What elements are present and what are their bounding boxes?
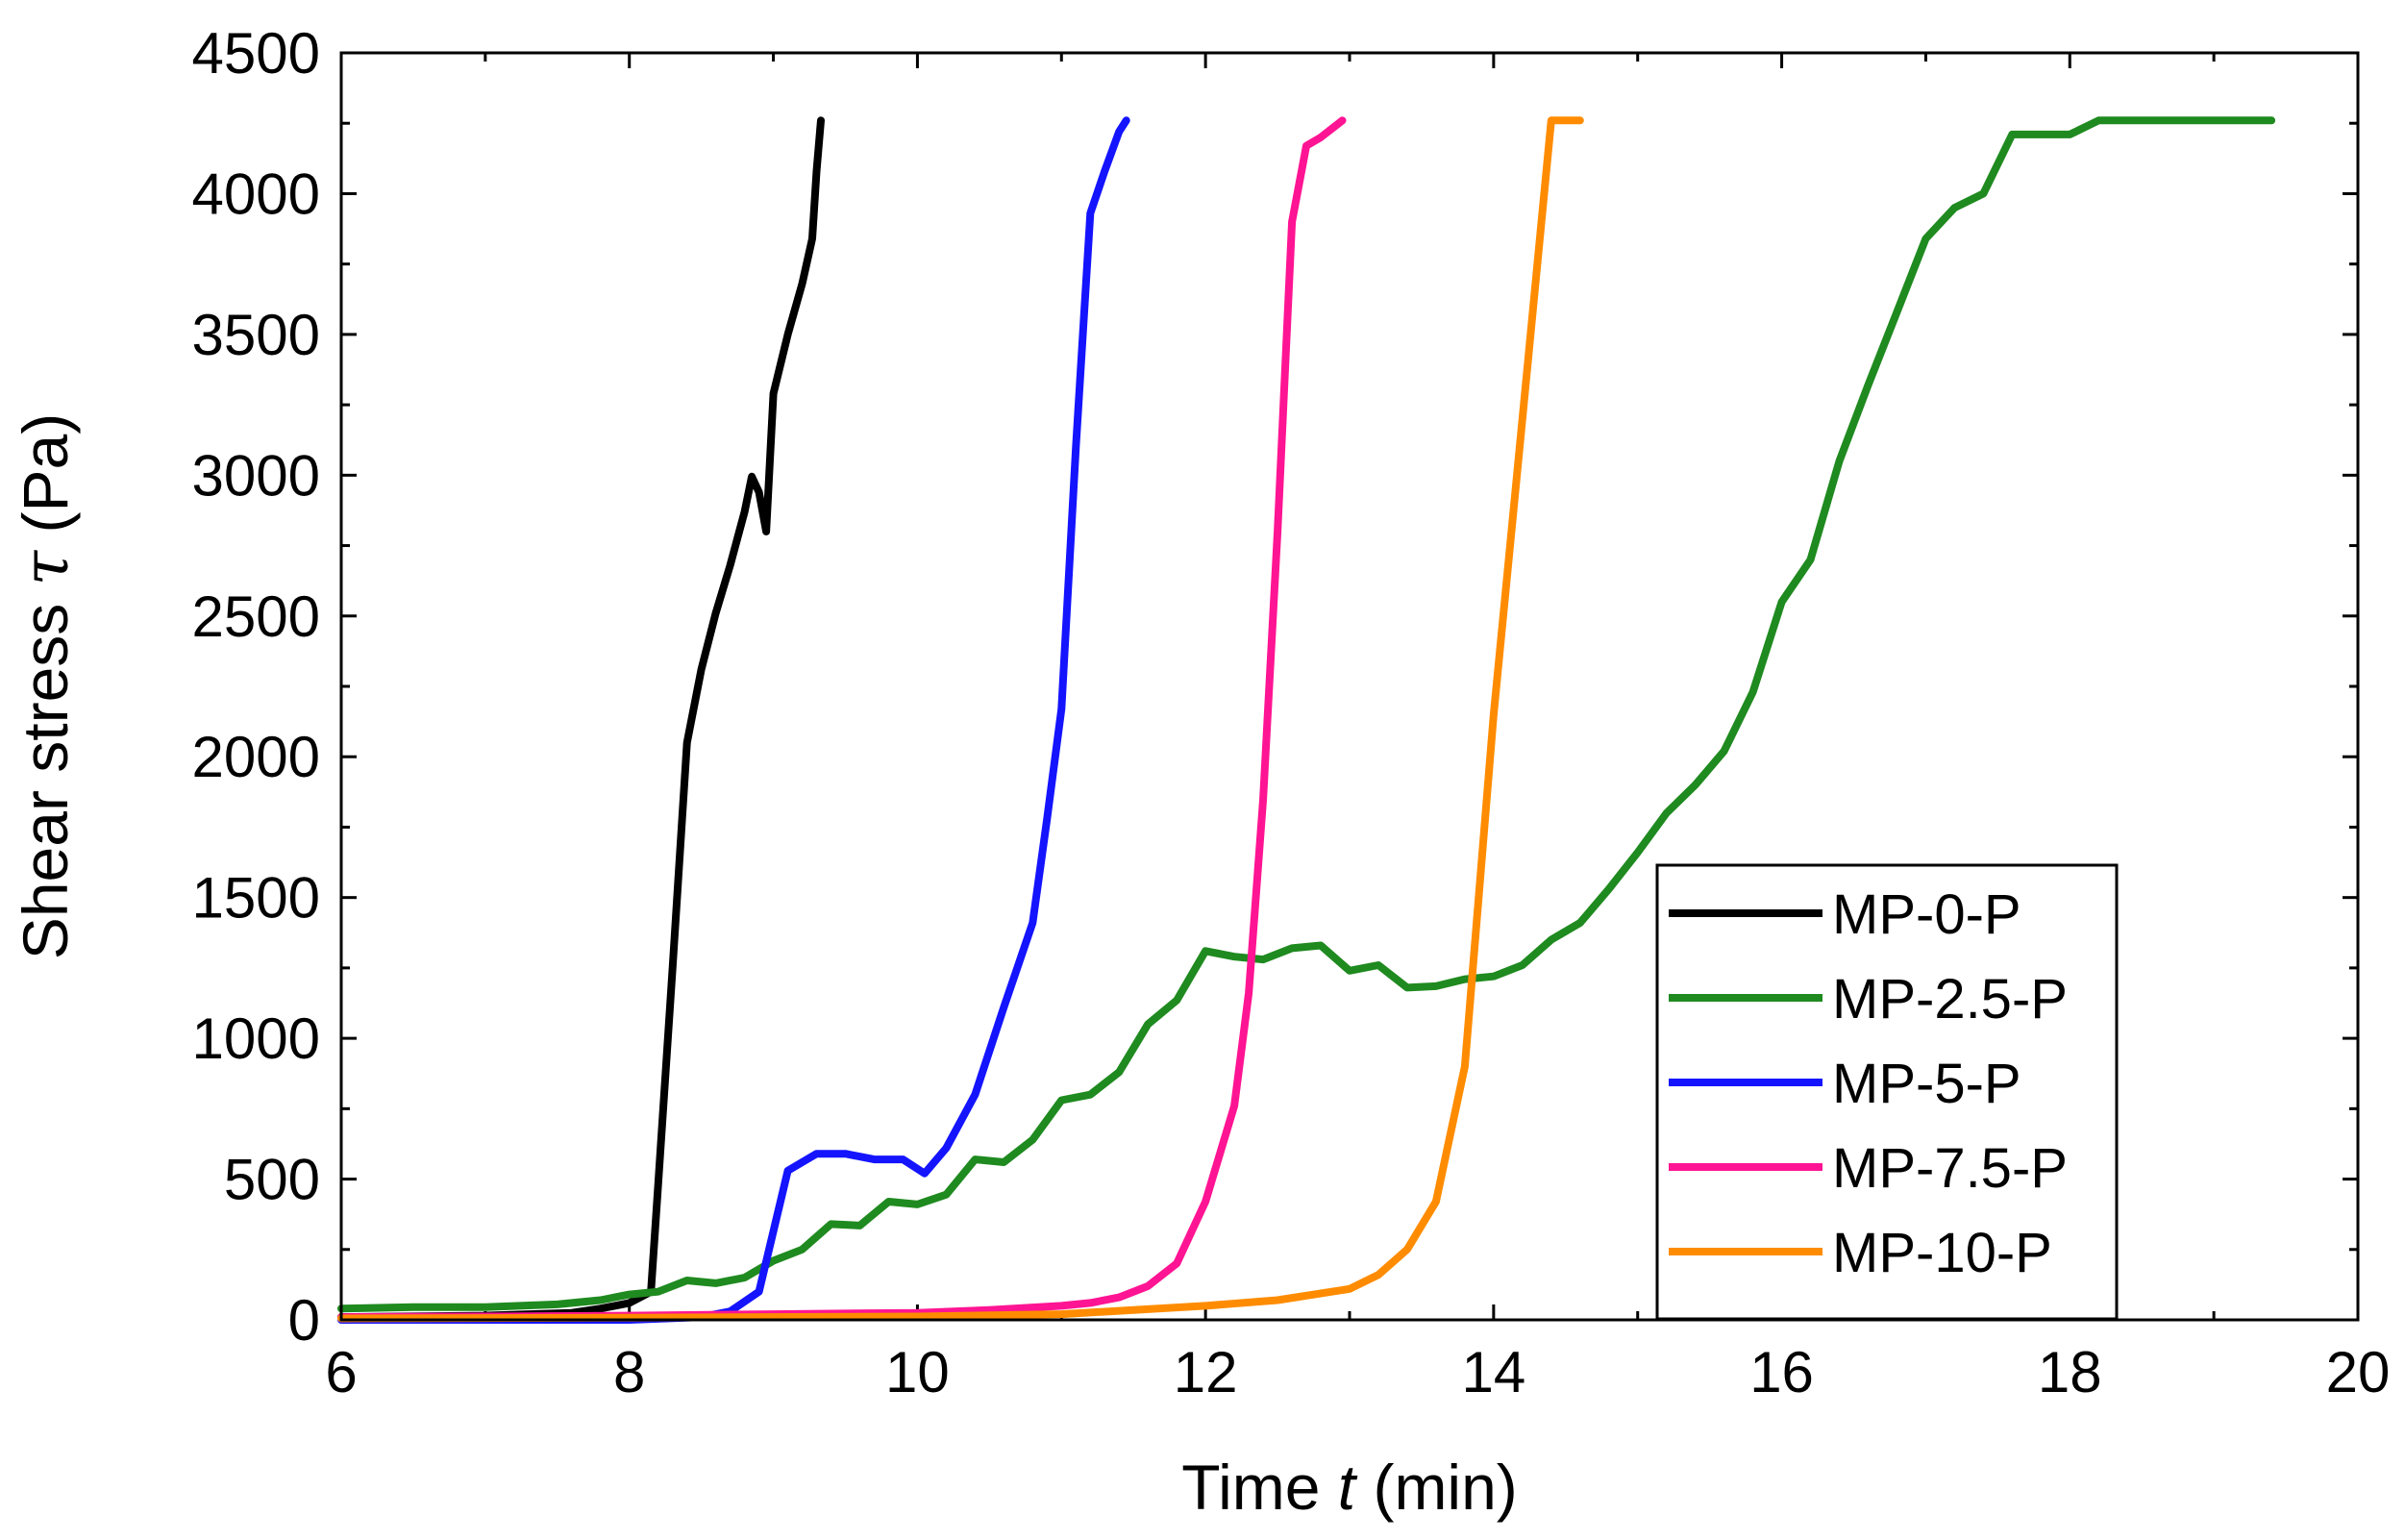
y-axis-title: Shear stress τ (Pa) (9, 413, 83, 959)
legend-label: MP-7.5-P (1832, 1137, 2068, 1200)
y-tick-label: 2000 (192, 725, 320, 789)
y-tick-label: 2500 (192, 584, 320, 649)
x-tick-label: 18 (2038, 1340, 2102, 1404)
y-tick-label: 3500 (192, 303, 320, 367)
legend-label: MP-10-P (1832, 1222, 2052, 1284)
legend-entry: MP-10-P (1669, 1222, 2052, 1284)
plot-frame (339, 51, 2360, 1322)
y-tick-label: 4500 (192, 21, 320, 86)
x-tick-label: 14 (1461, 1340, 1525, 1404)
x-tick-label: 20 (2326, 1340, 2391, 1404)
series-line-mp-0-p (337, 116, 825, 1322)
legend-entry: MP-7.5-P (1669, 1137, 2068, 1200)
x-tick-label: 12 (1174, 1340, 1238, 1404)
x-axis-title: Time t (min) (1181, 1452, 1518, 1523)
y-tick-label: 0 (288, 1288, 320, 1353)
legend-label: MP-5-P (1832, 1053, 2021, 1115)
legend: MP-0-P MP-2.5-P MP-5-P MP-7.5-P MP-10-P (1655, 863, 2119, 1321)
x-tick-label: 16 (1749, 1340, 1814, 1404)
series-line-mp-2_5-p (337, 116, 2276, 1313)
y-tick-label: 500 (224, 1148, 320, 1212)
x-tick-label: 8 (613, 1340, 645, 1404)
legend-entry: MP-0-P (1669, 883, 2021, 946)
y-tick-label: 4000 (192, 161, 320, 226)
plot-series (337, 116, 2276, 1324)
y-tick-label: 3000 (192, 443, 320, 508)
legend-entry: MP-2.5-P (1669, 968, 2068, 1031)
legend-box (1655, 863, 2119, 1321)
legend-label: MP-2.5-P (1832, 968, 2068, 1031)
legend-label: MP-0-P (1832, 883, 2021, 946)
legend-entry: MP-5-P (1669, 1053, 2021, 1115)
x-tick-label: 10 (885, 1340, 950, 1404)
y-tick-label: 1500 (192, 866, 320, 931)
tick-labels: 6 8 10 12 14 16 18 20 0 500 1000 1500 2000 2500 3000 35… (192, 21, 2391, 1404)
x-tick-label: 6 (325, 1340, 357, 1404)
y-tick-label: 1000 (192, 1006, 320, 1071)
series-line-mp-10-p (337, 116, 1584, 1323)
